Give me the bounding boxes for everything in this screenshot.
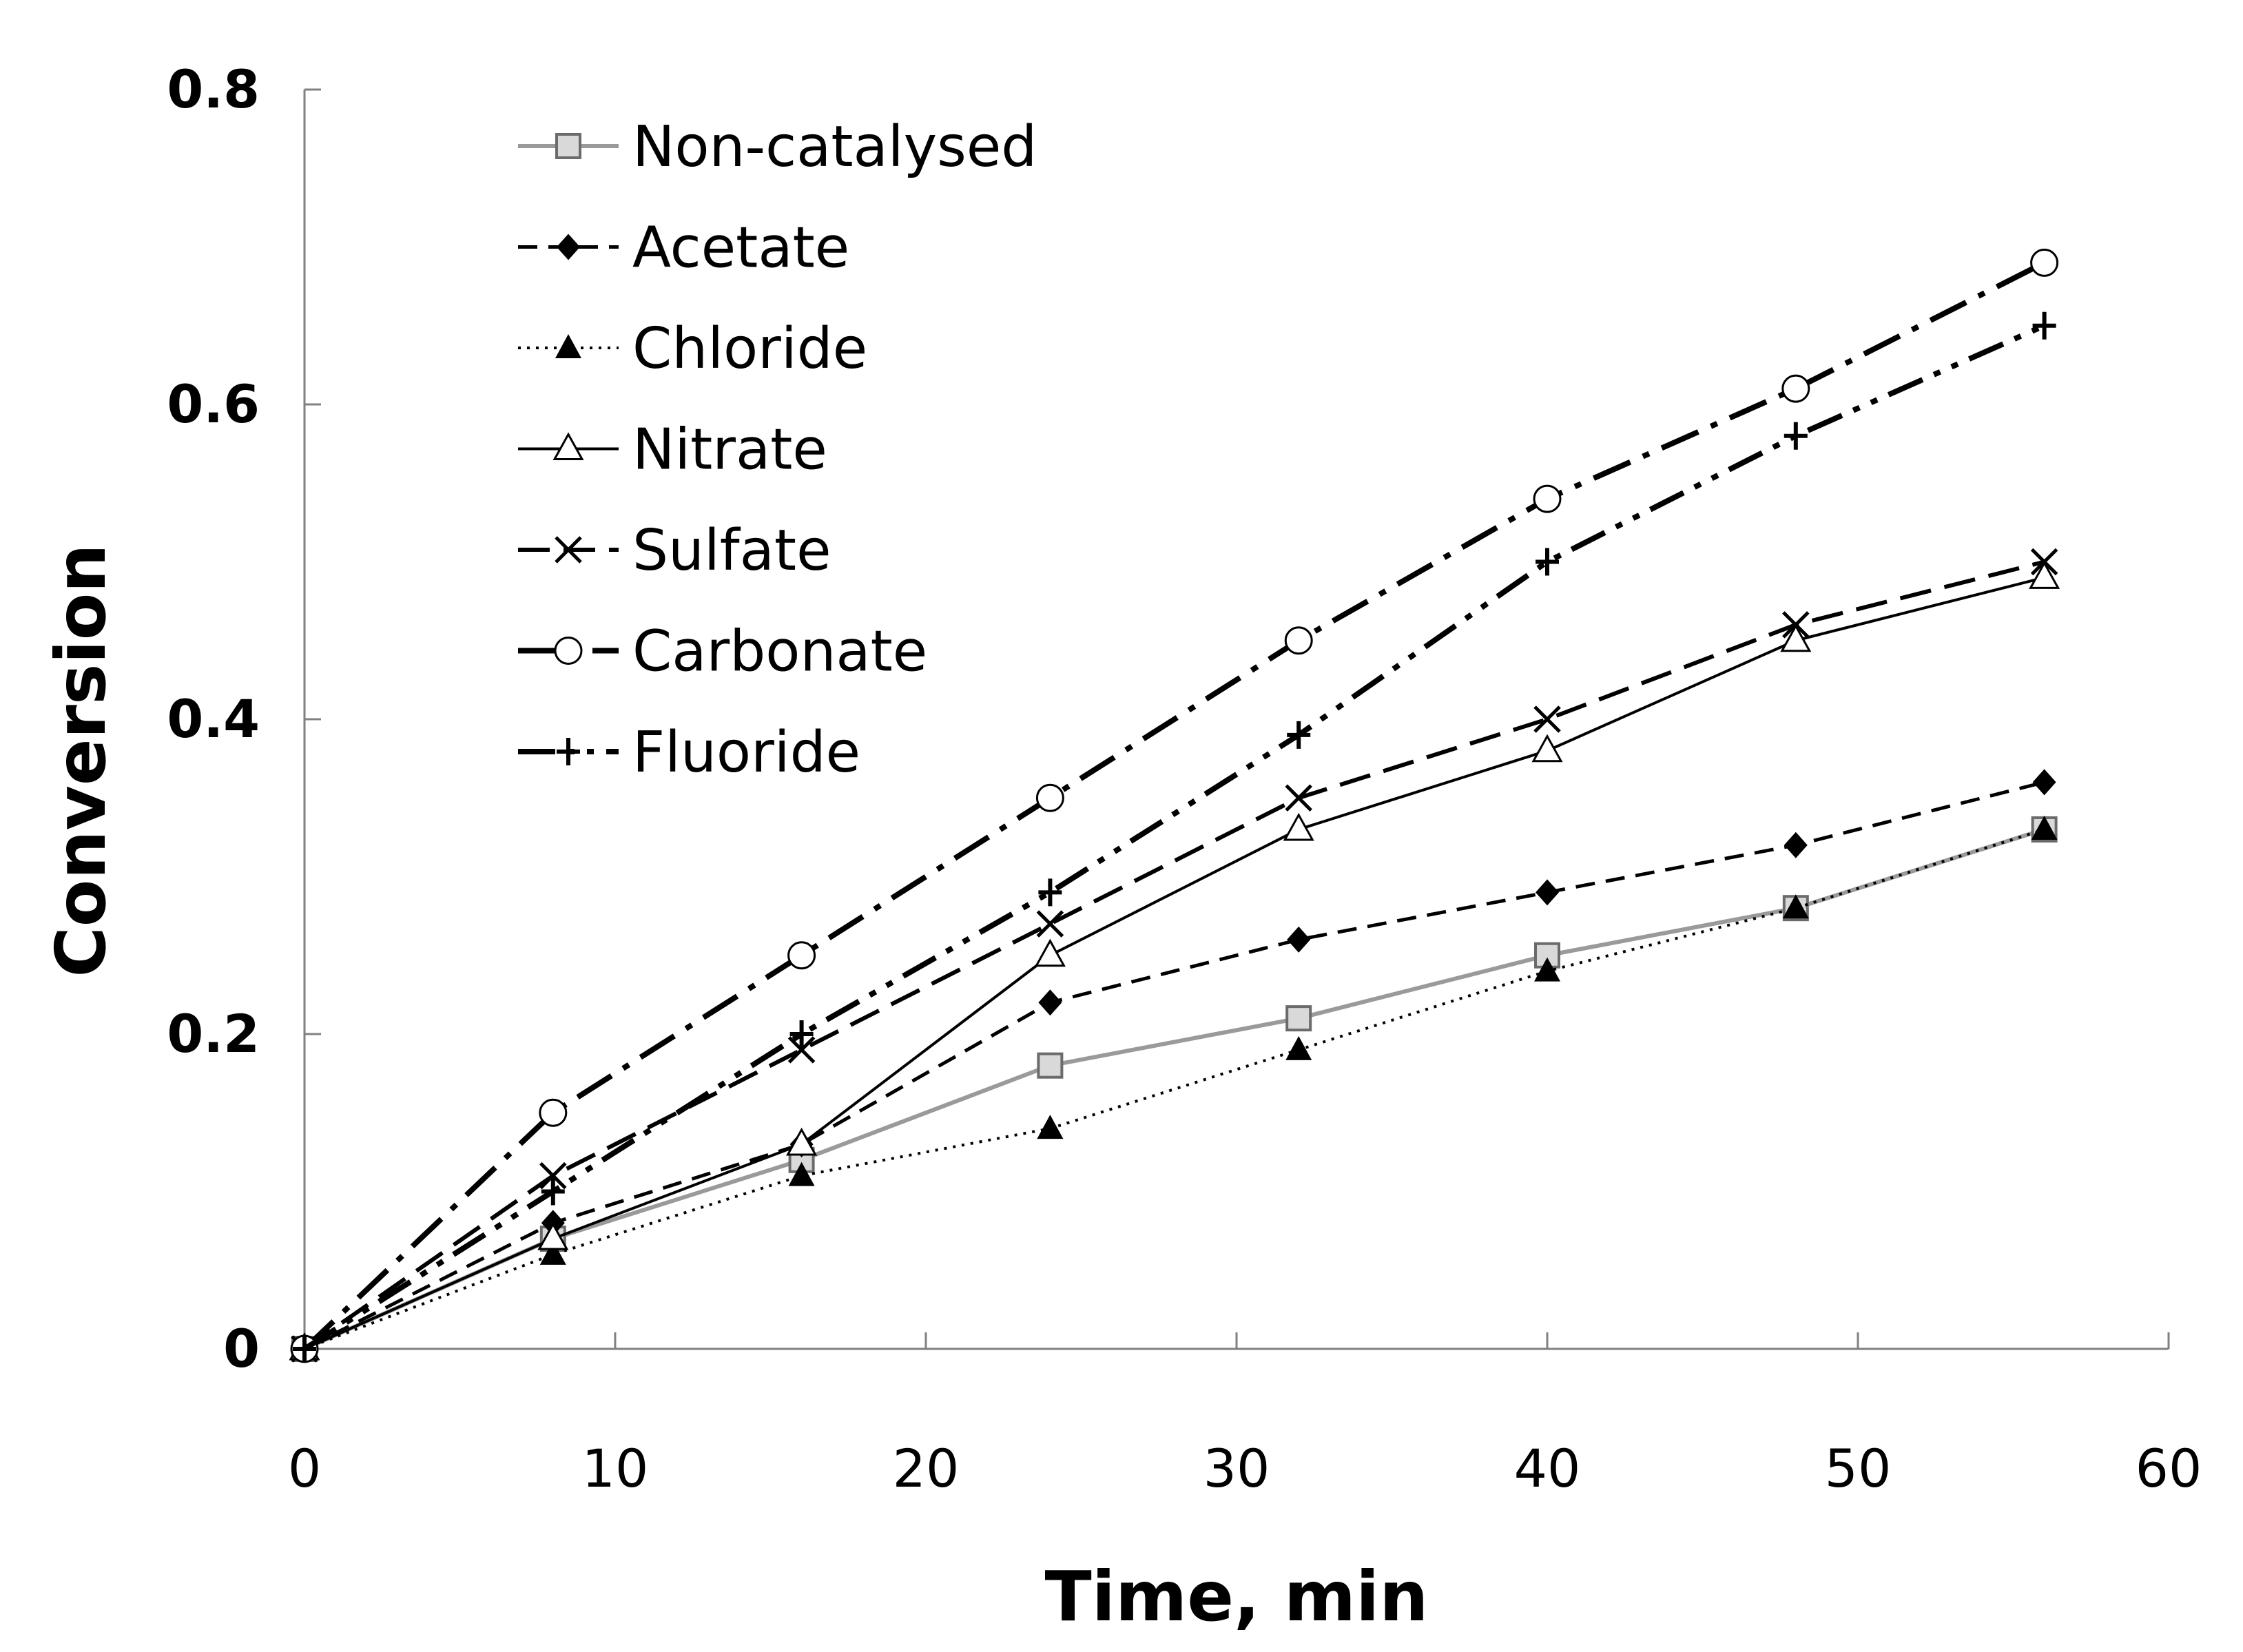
y-tick-label: 0.2 bbox=[167, 1003, 260, 1064]
data-point-marker bbox=[1536, 548, 1559, 576]
data-point-marker bbox=[1287, 721, 1311, 749]
data-point-marker bbox=[1283, 812, 1314, 841]
x-tick-label: 60 bbox=[2136, 1438, 2202, 1499]
data-point-marker bbox=[1782, 894, 1809, 919]
data-point-marker bbox=[1284, 626, 1313, 655]
series-line bbox=[304, 828, 2045, 1350]
legend-label: Nitrate bbox=[632, 417, 827, 483]
data-point-marker bbox=[1038, 989, 1062, 1016]
data-point-marker bbox=[2030, 548, 2058, 576]
legend: Non-catalysed Acetate Chloride Nitrate Sulfa… bbox=[518, 114, 1037, 785]
axes: 0 10 20 30 40 50 60 0 0.2 0.4 0.6 0.8 bbox=[167, 59, 2202, 1499]
data-point-marker bbox=[1784, 422, 1808, 450]
data-point-marker bbox=[787, 941, 816, 970]
data-point-marker bbox=[555, 536, 582, 564]
series-non-catalysed bbox=[291, 816, 2058, 1362]
series-line bbox=[302, 260, 2046, 1351]
legend-item: Fluoride bbox=[518, 720, 860, 785]
series-acetate bbox=[293, 769, 2056, 1362]
data-point-marker bbox=[1285, 1035, 1312, 1060]
data-point-marker bbox=[539, 1240, 566, 1265]
legend-label: Carbonate bbox=[632, 619, 927, 685]
legend-label: Non-catalysed bbox=[632, 114, 1037, 180]
data-point-marker bbox=[555, 334, 581, 358]
x-axis-title: Time, min bbox=[1045, 1556, 1429, 1637]
data-point-marker bbox=[1533, 484, 1562, 513]
data-point-marker bbox=[1534, 957, 1560, 982]
data-point-marker bbox=[1781, 374, 1810, 403]
data-point-marker bbox=[557, 738, 580, 765]
x-tick-label: 50 bbox=[1825, 1438, 1892, 1499]
x-tick-label: 0 bbox=[288, 1438, 321, 1499]
data-point-marker bbox=[554, 637, 583, 665]
y-tick-label: 0 bbox=[223, 1318, 260, 1379]
legend-label: Fluoride bbox=[632, 720, 860, 785]
x-tick-label: 10 bbox=[582, 1438, 649, 1499]
data-point-marker bbox=[1536, 879, 1559, 906]
legend-label: Sulfate bbox=[632, 518, 831, 584]
data-point-marker bbox=[1533, 705, 1561, 733]
y-axis-title: Conversion bbox=[41, 544, 121, 977]
data-point-marker bbox=[1531, 734, 1563, 763]
data-point-marker bbox=[555, 133, 581, 159]
data-point-marker bbox=[2030, 248, 2059, 277]
series-line bbox=[302, 323, 2046, 1352]
data-point-marker bbox=[2029, 561, 2060, 589]
x-tick-label: 30 bbox=[1203, 1438, 1270, 1499]
data-point-marker bbox=[787, 1036, 816, 1064]
legend-item: Nitrate bbox=[518, 417, 827, 483]
series-layer bbox=[289, 248, 2060, 1363]
legend-label: Acetate bbox=[632, 216, 849, 281]
data-point-marker bbox=[786, 1127, 818, 1156]
data-point-marker bbox=[1037, 1115, 1064, 1139]
series-fluoride bbox=[293, 311, 2056, 1363]
legend-item: Chloride bbox=[518, 316, 867, 382]
data-point-marker bbox=[2031, 815, 2058, 840]
data-point-marker bbox=[1037, 1052, 1064, 1079]
y-tick-label: 0.6 bbox=[167, 373, 260, 435]
legend-item: Acetate bbox=[518, 216, 849, 281]
legend-item: Carbonate bbox=[518, 619, 927, 685]
data-point-marker bbox=[1782, 611, 1810, 639]
series-line bbox=[303, 559, 2045, 1351]
data-point-marker bbox=[1034, 938, 1066, 967]
y-tick-label: 0.4 bbox=[167, 688, 260, 750]
data-point-marker bbox=[789, 1020, 814, 1048]
data-point-marker bbox=[541, 1177, 565, 1206]
series-line bbox=[303, 780, 2045, 1351]
data-point-marker bbox=[1780, 623, 1812, 652]
series-carbonate bbox=[290, 248, 2059, 1363]
data-point-marker bbox=[2032, 769, 2056, 796]
y-tick-label: 0.8 bbox=[167, 59, 260, 120]
data-point-marker bbox=[557, 234, 580, 260]
series-line bbox=[303, 827, 2045, 1351]
data-point-marker bbox=[1036, 910, 1064, 938]
series-sulfate bbox=[291, 548, 2058, 1363]
data-point-marker bbox=[539, 1098, 568, 1127]
series-nitrate bbox=[289, 561, 2060, 1361]
series-line bbox=[304, 576, 2045, 1350]
data-point-marker bbox=[2032, 311, 2056, 340]
data-point-marker bbox=[1285, 784, 1312, 812]
data-point-marker bbox=[293, 1335, 316, 1363]
data-point-marker bbox=[1038, 878, 1062, 907]
data-point-marker bbox=[539, 1161, 567, 1190]
data-point-marker bbox=[537, 1221, 569, 1250]
legend-item: Non-catalysed bbox=[518, 114, 1037, 180]
data-point-marker bbox=[1784, 832, 1808, 858]
legend-label: Chloride bbox=[632, 316, 867, 382]
x-tick-label: 40 bbox=[1514, 1438, 1581, 1499]
data-point-marker bbox=[1287, 926, 1311, 953]
data-point-marker bbox=[788, 1161, 815, 1186]
data-point-marker bbox=[1035, 783, 1064, 812]
data-point-marker bbox=[552, 432, 584, 460]
data-point-marker bbox=[1285, 1005, 1312, 1032]
x-tick-label: 20 bbox=[893, 1438, 960, 1499]
legend-item: Sulfate bbox=[518, 518, 831, 584]
